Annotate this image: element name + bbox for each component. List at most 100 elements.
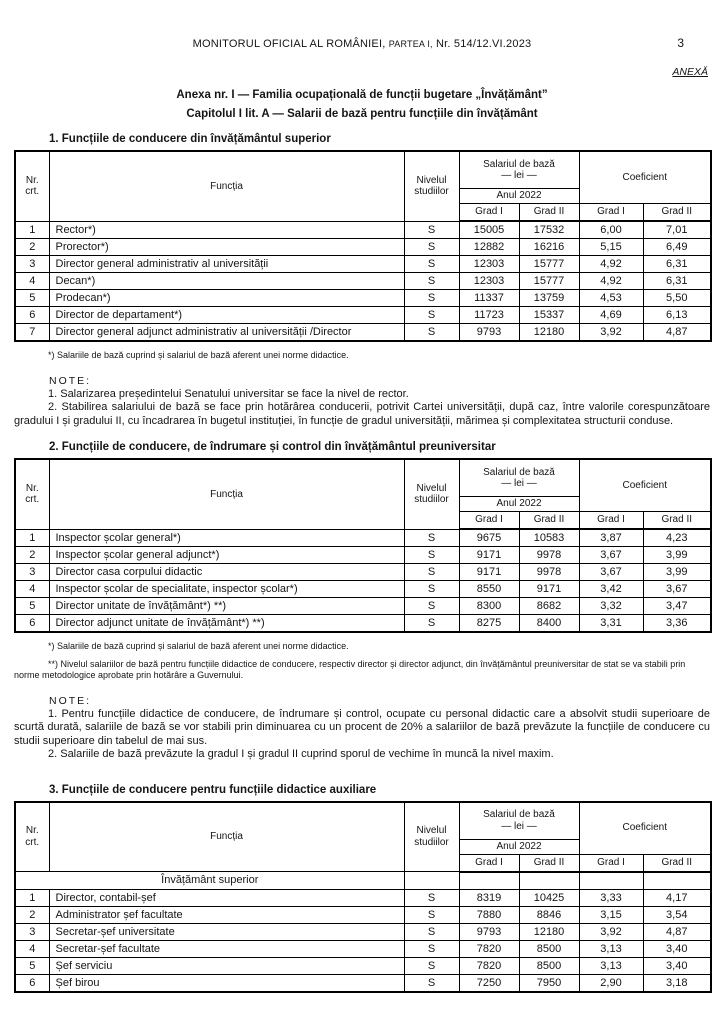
table-row: 1 Inspector școlar general*) S 9675 10583 3,8… [14,528,712,547]
header-functia: Funcția [48,801,405,872]
table-row: 2 Administrator șef facultate S 7880 8846 3,1… [14,905,712,924]
table-row: 2 Inspector școlar general adjunct*) S 9171… [14,546,712,564]
cell-coef-grad-i: 6,00 [578,220,644,239]
cell-functia: Director, contabil-șef [48,888,405,907]
journal-issue: Nr. 514/12.VI.2023 [436,38,532,50]
cell-coef-grad-i: 5,15 [578,238,644,256]
cell-nivel-studii: S [403,272,460,290]
header-coeficient: Coeficient [578,150,712,204]
cell-coef-grad-ii: 3,67 [642,580,712,598]
cell-nivel-studii: S [403,614,460,633]
header-salariul-de-baza: Salariul de bază — lei — [458,458,580,497]
cell-salariu-grad-ii: 8682 [518,597,580,615]
header-nivelul-studiilor: Nivelul studiilor [403,150,460,222]
header-nivelul: Nivelul [416,482,447,494]
cell-functia: Inspector școlar general*) [48,528,405,547]
cell-salariu-grad-i: 7820 [458,956,520,975]
cell-salariu-grad-i: 8275 [458,614,520,633]
table-row: 5 Prodecan*) S 11337 13759 4,53 5,50 [14,289,712,307]
table-row: 5 Șef serviciu S 7820 8500 3,13 3,40 [14,956,712,975]
cell-nivel-studii: S [403,580,460,598]
cell-salariu-grad-ii: 9978 [518,563,580,581]
cell-nr: 5 [14,597,50,615]
table-subheader-row: Învățământ superior [14,871,712,890]
cell-salariu-grad-i: 7820 [458,939,520,958]
cell-nr: 4 [14,580,50,598]
cell-functia: Șef serviciu [48,956,405,975]
cell-functia: Director unitate de învățământ*) **) [48,597,405,615]
header-nr-crt: Nr. crt. [14,458,50,530]
table-header-row: Anul 2022 [15,496,711,512]
cell-coef-grad-i: 3,15 [578,905,644,924]
cell-coef-grad-i: 3,67 [578,563,644,581]
table-header-row: Anul 2022 [15,188,711,204]
cell-nr: 3 [14,922,50,941]
cell-salariu-grad-i: 9171 [458,563,520,581]
cell-nr: 3 [14,563,50,581]
header-nivelul-studiilor: Nivelul studiilor [403,458,460,530]
cell-empty [578,871,644,890]
section-2-heading: 2. Funcțiile de conducere, de îndrumare … [49,441,496,453]
cell-nivel-studii: S [403,973,460,992]
cell-subheader: Învățământ superior [14,871,405,890]
cell-coef-grad-ii: 3,18 [642,973,712,992]
cell-coef-grad-ii: 6,49 [642,238,712,256]
note-item: 1. Pentru funcțiile didactice de conduce… [14,707,710,747]
cell-coef-grad-ii: 3,36 [642,614,712,633]
cell-salariu-grad-i: 11723 [458,306,520,324]
header-lei-text: — lei — [501,820,537,832]
table-row: 6 Șef birou S 7250 7950 2,90 3,18 [14,973,712,992]
header-nivelul: Nivelul [416,174,447,186]
cell-coef-grad-i: 3,33 [578,888,644,907]
header-grad-ii: Grad II [642,203,712,222]
cell-salariu-grad-i: 11337 [458,289,520,307]
table-header-row: Nr. crt. Funcția Nivelul studiilor Salariu… [14,150,712,222]
cell-coef-grad-ii: 6,31 [642,272,712,290]
header-grad-ii: Grad II [642,511,712,530]
footnote: **) Nivelul salariilor de bază pentru fu… [14,658,686,681]
section-3-heading: 3. Funcțiile de conducere pentru funcții… [49,783,377,796]
cell-salariu-grad-i: 7880 [458,905,520,924]
cell-nivel-studii: S [403,306,460,324]
cell-coef-grad-ii: 3,99 [642,546,712,564]
salary-table-3: Nr. crt. Funcția Nivelul studiilor Salariu… [14,800,712,993]
header-salariul-de-baza: Salariul de bază — lei — [458,801,580,840]
journal-title: MONITORUL OFICIAL AL ROMÂNIEI, [192,38,386,50]
cell-functia: Administrator șef facultate [48,905,405,924]
cell-nr: 5 [14,289,50,307]
table-header-row: Anul 2022 [15,838,711,855]
cell-coef-grad-ii: 3,99 [642,563,712,581]
cell-salariu-grad-ii: 13759 [518,289,580,307]
cell-nivel-studii: S [403,323,460,342]
cell-salariu-grad-ii: 12180 [518,323,580,342]
table-row: 3 Secretar-șef universitate S 9793 12180 3,92… [14,922,712,941]
header-grad-i: Grad I [578,511,644,530]
cell-salariu-grad-i: 12882 [458,238,520,256]
header-nivelul-studiilor: Nivelul studiilor [403,801,460,872]
header-grad-i: Grad I [578,203,644,222]
cell-salariu-grad-ii: 8500 [518,956,580,975]
cell-functia: Șef birou [48,973,405,992]
cell-salariu-grad-ii: 9978 [518,546,580,564]
header-functia: Funcția [48,458,405,530]
header-functia: Funcția [48,150,405,222]
cell-salariu-grad-i: 7250 [458,973,520,992]
header-anul-2022: Anul 2022 [458,496,580,512]
cell-nivel-studii: S [403,597,460,615]
cell-functia: Inspector școlar de specialitate, inspec… [48,580,405,598]
cell-coef-grad-i: 4,69 [578,306,644,324]
cell-coef-grad-i: 4,53 [578,289,644,307]
cell-salariu-grad-ii: 8500 [518,939,580,958]
cell-nivel-studii: S [403,255,460,273]
note-item: 2. Salariile de bază prevăzute la gradul… [48,748,554,760]
header-nr-crt: Nr. crt. [14,150,50,222]
cell-salariu-grad-ii: 8846 [518,905,580,924]
header-crt: crt. [25,186,40,198]
cell-salariu-grad-i: 9793 [458,323,520,342]
header-crt: crt. [25,494,40,506]
table-row: 1 Rector*) S 15005 17532 6,00 7,01 [14,220,712,239]
header-lei-text: — lei — [501,478,537,489]
header-coeficient: Coeficient [578,801,712,855]
note-label: NOTE: [49,694,92,707]
cell-salariu-grad-i: 8550 [458,580,520,598]
